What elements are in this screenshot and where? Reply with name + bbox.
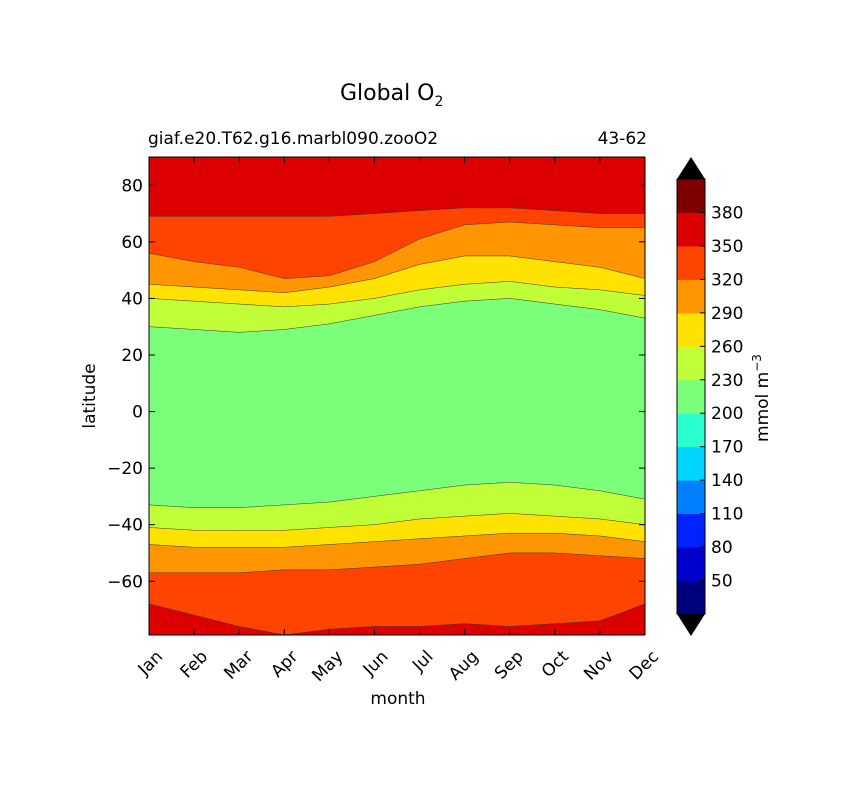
colorbar-bin bbox=[677, 346, 705, 381]
colorbar-label: mmol m−3 bbox=[750, 354, 773, 442]
colorbar-tick-label: 380 bbox=[711, 203, 743, 223]
colorbar-bin bbox=[677, 480, 705, 515]
colorbar-tick-label: 80 bbox=[711, 538, 733, 558]
x-tick-label: Mar bbox=[220, 647, 257, 684]
x-tick-label: Oct bbox=[538, 647, 573, 682]
colorbar-tick-label: 200 bbox=[711, 404, 743, 424]
colorbar-extend-low bbox=[677, 614, 705, 636]
y-tick-label: 20 bbox=[121, 346, 143, 366]
y-tick-label: 0 bbox=[132, 403, 143, 423]
x-tick-label: Apr bbox=[267, 647, 302, 682]
colorbar-tick-label: 50 bbox=[711, 572, 733, 592]
x-tick-label: Aug bbox=[445, 647, 483, 685]
colorbar-tick-label: 110 bbox=[711, 505, 743, 525]
x-tick-label: Jul bbox=[408, 647, 437, 676]
band-350-380-north bbox=[148, 156, 646, 217]
x-tick-label: Dec bbox=[626, 647, 663, 684]
colorbar: 50 80 110 140 170 200 230 260 290 320 350 380 bbox=[676, 157, 743, 636]
x-tick-label: Feb bbox=[177, 647, 212, 682]
colorbar-extend-high bbox=[677, 157, 705, 179]
colorbar-tick-label: 350 bbox=[711, 237, 743, 257]
chart-title-main: Global O bbox=[340, 81, 435, 106]
x-tick-label: Sep bbox=[491, 647, 528, 684]
colorbar-bin bbox=[677, 547, 705, 582]
run-name-label: giaf.e20.T62.g16.marbl090.zooO2 bbox=[148, 129, 438, 149]
colorbar-bin bbox=[677, 212, 705, 247]
x-tick-label: May bbox=[308, 647, 347, 686]
colorbar-tick-label: 290 bbox=[711, 304, 743, 324]
plot-area bbox=[148, 156, 646, 636]
colorbar-bin bbox=[677, 446, 705, 481]
colorbar-bin bbox=[677, 279, 705, 314]
colorbar-tick-label: 260 bbox=[711, 337, 743, 357]
colorbar-tick-label: 320 bbox=[711, 270, 743, 290]
colorbar-bin bbox=[677, 513, 705, 548]
colorbar-tick-label: 140 bbox=[711, 471, 743, 491]
colorbar-bin bbox=[677, 379, 705, 414]
x-tick-label: Jan bbox=[134, 647, 167, 680]
colorbar-bin bbox=[677, 312, 705, 347]
x-axis-label: month bbox=[370, 689, 425, 709]
y-axis-label: latitude bbox=[80, 363, 100, 428]
x-tick-label: Jun bbox=[359, 647, 393, 681]
plot-frame bbox=[148, 156, 646, 636]
colorbar-tick-label: 170 bbox=[711, 438, 743, 458]
chart-title-subscript: 2 bbox=[435, 94, 444, 110]
y-tick-label: −20 bbox=[107, 459, 143, 479]
colorbar-bin bbox=[677, 245, 705, 280]
colorbar-bin bbox=[677, 179, 705, 213]
colorbar-frame bbox=[676, 178, 706, 615]
y-tick-label: 40 bbox=[121, 289, 143, 309]
y-tick-label: −60 bbox=[107, 572, 143, 592]
colorbar-tick-label: 230 bbox=[711, 371, 743, 391]
years-label: 43-62 bbox=[598, 129, 647, 149]
x-tick-label: Nov bbox=[580, 647, 618, 685]
y-tick-label: −40 bbox=[107, 516, 143, 536]
colorbar-bin bbox=[677, 580, 705, 615]
chart-title: Global O2 bbox=[340, 81, 443, 110]
y-tick-label: 60 bbox=[121, 233, 143, 253]
colorbar-bin bbox=[677, 413, 705, 448]
y-tick-label: 80 bbox=[121, 176, 143, 196]
